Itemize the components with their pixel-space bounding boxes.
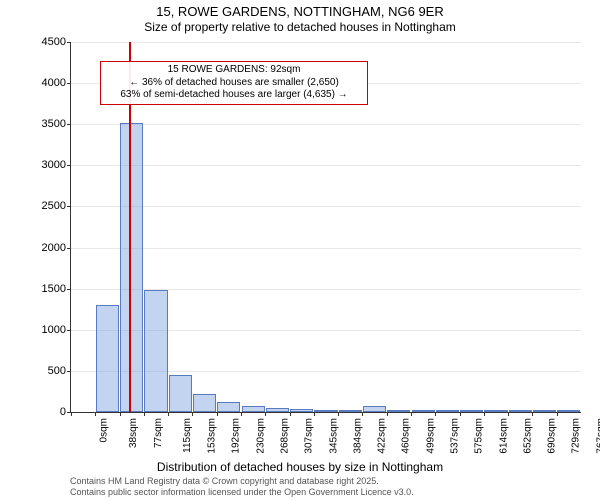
ytick-label: 500 bbox=[6, 365, 66, 377]
xtick-label: 192sqm bbox=[231, 418, 242, 454]
ytick-label: 4000 bbox=[6, 77, 66, 89]
histogram-bar bbox=[193, 394, 216, 412]
xtick-label: 115sqm bbox=[182, 418, 193, 453]
xtick-label: 460sqm bbox=[401, 418, 412, 454]
xtick-label: 38sqm bbox=[128, 418, 139, 448]
xtick-mark bbox=[314, 412, 315, 416]
xtick-mark bbox=[362, 412, 363, 416]
ytick-mark bbox=[67, 165, 71, 166]
xtick-mark bbox=[411, 412, 412, 416]
xtick-label: 384sqm bbox=[352, 418, 363, 454]
xtick-mark bbox=[290, 412, 291, 416]
xtick-mark bbox=[338, 412, 339, 416]
histogram-bar bbox=[363, 406, 386, 412]
histogram-bar bbox=[120, 123, 143, 412]
xtick-label: 690sqm bbox=[547, 418, 558, 454]
xtick-label: 652sqm bbox=[522, 418, 533, 454]
xtick-mark bbox=[435, 412, 436, 416]
chart-title-line2: Size of property relative to detached ho… bbox=[0, 20, 600, 34]
gridline-h bbox=[71, 42, 581, 43]
callout-line3: 63% of semi-detached houses are larger (… bbox=[105, 89, 363, 102]
xtick-label: 268sqm bbox=[280, 418, 291, 454]
ytick-label: 2000 bbox=[6, 242, 66, 254]
xtick-mark bbox=[484, 412, 485, 416]
x-axis-label: Distribution of detached houses by size … bbox=[0, 460, 600, 474]
xtick-label: 575sqm bbox=[474, 418, 485, 454]
xtick-label: 153sqm bbox=[207, 418, 218, 454]
ytick-label: 2500 bbox=[6, 200, 66, 212]
xtick-mark bbox=[95, 412, 96, 416]
ytick-label: 1500 bbox=[6, 283, 66, 295]
histogram-bar bbox=[387, 410, 410, 412]
xtick-mark bbox=[71, 412, 72, 416]
histogram-bar bbox=[314, 410, 337, 412]
histogram-bar bbox=[144, 290, 167, 412]
marker-callout: 15 ROWE GARDENS: 92sqm ← 36% of detached… bbox=[100, 61, 368, 105]
ytick-mark bbox=[67, 42, 71, 43]
xtick-label: 537sqm bbox=[450, 418, 461, 454]
ytick-mark bbox=[67, 330, 71, 331]
xtick-label: 230sqm bbox=[255, 418, 266, 454]
callout-line1: 15 ROWE GARDENS: 92sqm bbox=[105, 64, 363, 77]
xtick-label: 499sqm bbox=[425, 418, 436, 454]
xtick-label: 729sqm bbox=[571, 418, 582, 454]
xtick-mark bbox=[144, 412, 145, 416]
chart-container: 15, ROWE GARDENS, NOTTINGHAM, NG6 9ER Si… bbox=[0, 0, 600, 500]
histogram-bar bbox=[266, 408, 289, 412]
histogram-bar bbox=[169, 375, 192, 412]
gridline-h bbox=[71, 206, 581, 207]
xtick-mark bbox=[217, 412, 218, 416]
xtick-label: 307sqm bbox=[304, 418, 315, 454]
xtick-mark bbox=[387, 412, 388, 416]
gridline-h bbox=[71, 248, 581, 249]
histogram-bar bbox=[533, 410, 556, 412]
xtick-mark bbox=[192, 412, 193, 416]
xtick-label: 422sqm bbox=[377, 418, 388, 454]
xtick-label: 0sqm bbox=[98, 418, 109, 442]
ytick-label: 4500 bbox=[6, 36, 66, 48]
gridline-h bbox=[71, 165, 581, 166]
xtick-mark bbox=[241, 412, 242, 416]
histogram-bar bbox=[484, 410, 507, 412]
chart-title-line1: 15, ROWE GARDENS, NOTTINGHAM, NG6 9ER bbox=[0, 4, 600, 19]
xtick-mark bbox=[265, 412, 266, 416]
xtick-label: 345sqm bbox=[328, 418, 339, 454]
histogram-bar bbox=[339, 410, 362, 412]
xtick-label: 767sqm bbox=[595, 418, 600, 454]
ytick-mark bbox=[67, 206, 71, 207]
xtick-mark bbox=[120, 412, 121, 416]
callout-line2: ← 36% of detached houses are smaller (2,… bbox=[105, 77, 363, 90]
histogram-bar bbox=[217, 402, 240, 412]
histogram-bar bbox=[460, 410, 483, 412]
xtick-mark bbox=[557, 412, 558, 416]
ytick-mark bbox=[67, 248, 71, 249]
xtick-mark bbox=[460, 412, 461, 416]
footer-line1: Contains HM Land Registry data © Crown c… bbox=[70, 476, 414, 487]
ytick-mark bbox=[67, 83, 71, 84]
ytick-label: 0 bbox=[6, 406, 66, 418]
histogram-bar bbox=[509, 410, 532, 412]
gridline-h bbox=[71, 124, 581, 125]
ytick-mark bbox=[67, 124, 71, 125]
xtick-mark bbox=[532, 412, 533, 416]
xtick-mark bbox=[168, 412, 169, 416]
histogram-bar bbox=[96, 305, 119, 412]
histogram-bar bbox=[557, 410, 580, 412]
histogram-bar bbox=[436, 410, 459, 412]
ytick-mark bbox=[67, 371, 71, 372]
footer-line2: Contains public sector information licen… bbox=[70, 487, 414, 498]
histogram-bar bbox=[242, 406, 265, 412]
ytick-label: 1000 bbox=[6, 324, 66, 336]
footer-attribution: Contains HM Land Registry data © Crown c… bbox=[70, 476, 414, 498]
xtick-label: 614sqm bbox=[498, 418, 509, 454]
ytick-mark bbox=[67, 289, 71, 290]
xtick-mark bbox=[508, 412, 509, 416]
ytick-label: 3000 bbox=[6, 159, 66, 171]
histogram-bar bbox=[290, 409, 313, 412]
ytick-label: 3500 bbox=[6, 118, 66, 130]
histogram-bar bbox=[412, 410, 435, 412]
xtick-label: 77sqm bbox=[153, 418, 164, 448]
